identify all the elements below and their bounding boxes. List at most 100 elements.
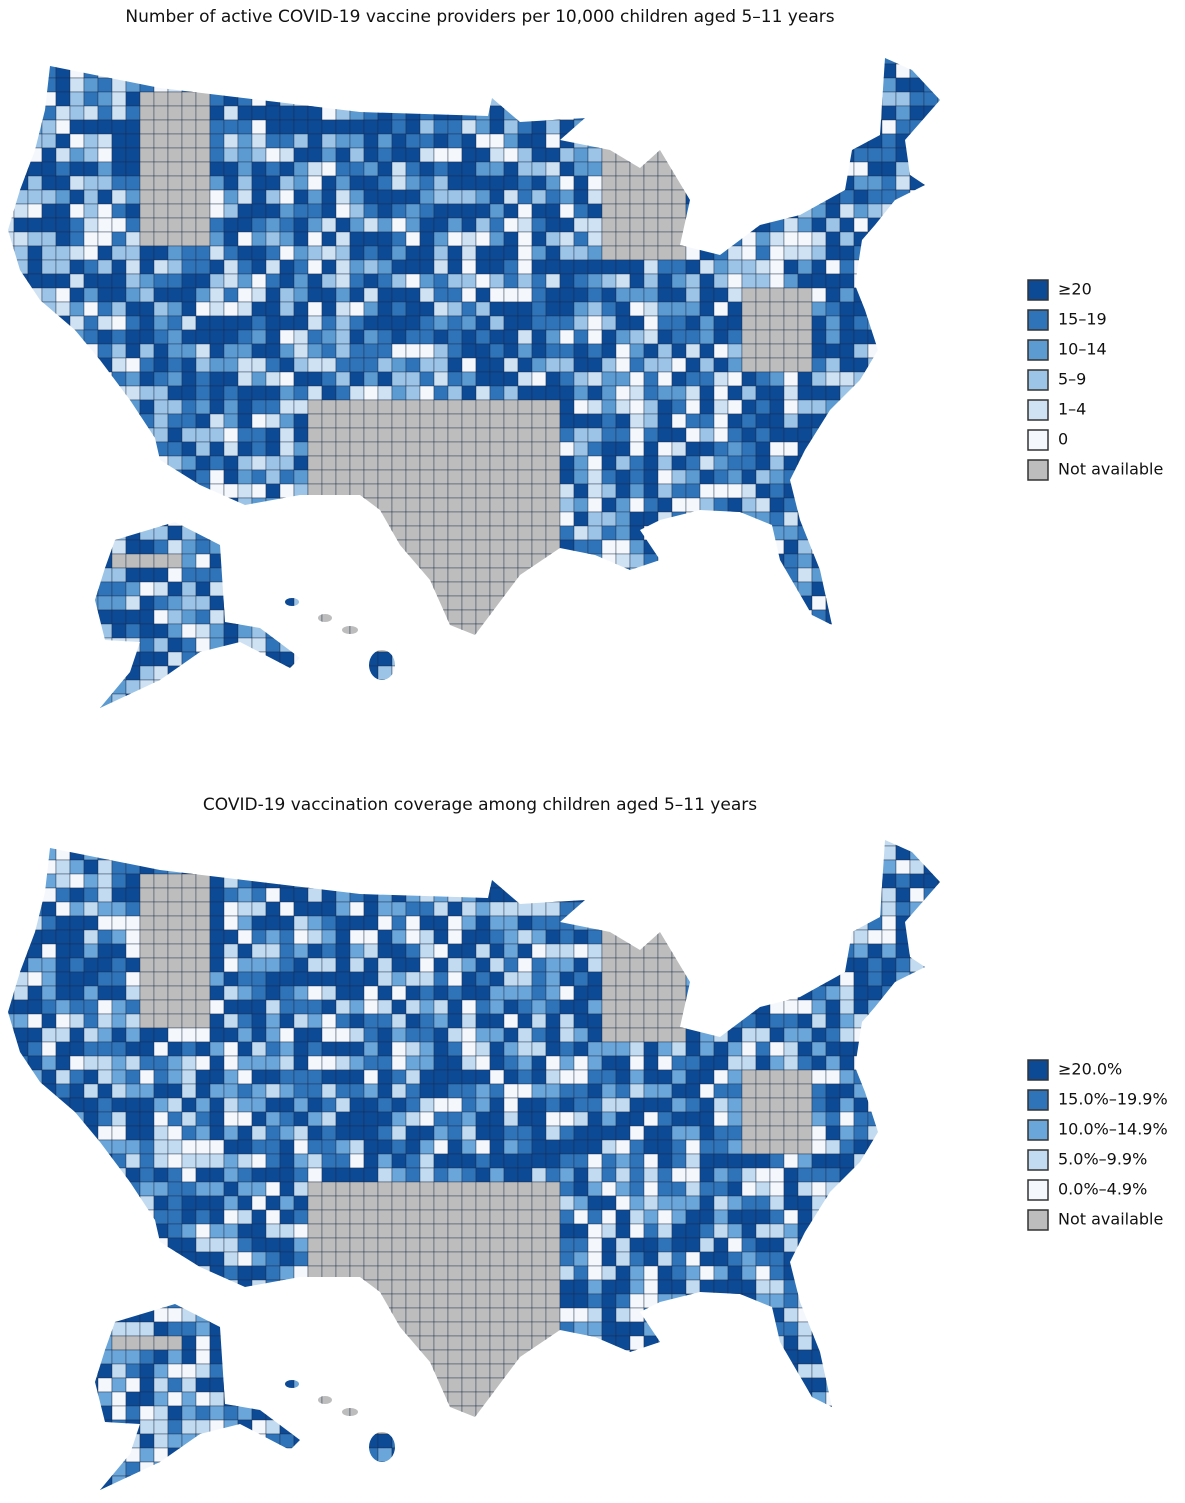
- county: [727, 707, 743, 708]
- county: [797, 651, 813, 667]
- county: [55, 245, 71, 261]
- county: [909, 301, 925, 317]
- county: [475, 873, 491, 889]
- county: [657, 231, 673, 247]
- county: [601, 901, 617, 917]
- county: [685, 105, 701, 121]
- county: [307, 651, 323, 667]
- county: [97, 175, 113, 191]
- county: [27, 915, 43, 931]
- county: [545, 161, 561, 177]
- county: [363, 873, 379, 889]
- county: [69, 315, 85, 331]
- county: [867, 105, 883, 121]
- county: [601, 91, 617, 107]
- county: [307, 1013, 323, 1029]
- county: [755, 637, 771, 653]
- county: [83, 441, 99, 457]
- county: [699, 595, 715, 611]
- county: [405, 273, 421, 289]
- county: [139, 1041, 155, 1057]
- county: [699, 63, 715, 79]
- county: [657, 1069, 673, 1085]
- county: [629, 840, 645, 847]
- county: [41, 609, 57, 625]
- county: [839, 679, 855, 695]
- county: [55, 133, 71, 149]
- county: [447, 665, 463, 681]
- county: [181, 1069, 197, 1085]
- county: [167, 1083, 183, 1099]
- county: [167, 63, 183, 79]
- county: [545, 1013, 561, 1029]
- county: [475, 943, 491, 959]
- county: [587, 497, 603, 513]
- county: [111, 441, 127, 457]
- county: [559, 901, 575, 917]
- county: [181, 595, 197, 611]
- county: [769, 929, 785, 945]
- county: [237, 525, 253, 541]
- county: [97, 259, 113, 275]
- county: [181, 175, 197, 191]
- county: [853, 455, 869, 471]
- county: [69, 971, 85, 987]
- county: [811, 217, 827, 233]
- county: [461, 1153, 477, 1169]
- county: [685, 943, 701, 959]
- county: [13, 357, 29, 373]
- county: [209, 1139, 225, 1155]
- county: [13, 189, 29, 205]
- county: [783, 1125, 799, 1141]
- county: [8, 957, 15, 973]
- county: [531, 915, 547, 931]
- county: [195, 427, 211, 443]
- county: [531, 1069, 547, 1085]
- county: [741, 693, 757, 708]
- county: [293, 859, 309, 875]
- county: [419, 175, 435, 191]
- county: [153, 525, 169, 541]
- county: [139, 1083, 155, 1099]
- county: [321, 497, 337, 513]
- county: [41, 1125, 57, 1141]
- county: [727, 329, 743, 345]
- county: [923, 971, 939, 987]
- county: [321, 873, 337, 889]
- county: [279, 1027, 295, 1043]
- county: [685, 469, 701, 485]
- county: [615, 469, 631, 485]
- county: [643, 1041, 659, 1057]
- county: [167, 693, 183, 708]
- county: [727, 189, 743, 205]
- county: [699, 957, 715, 973]
- county: [825, 595, 841, 611]
- county: [685, 413, 701, 429]
- county: [923, 609, 939, 625]
- county: [573, 273, 589, 289]
- county: [293, 413, 309, 429]
- county: [601, 119, 617, 135]
- county: [909, 1069, 925, 1085]
- county: [363, 567, 379, 583]
- county: [713, 845, 729, 861]
- county: [349, 1097, 365, 1113]
- county: [629, 915, 645, 931]
- county: [307, 1027, 323, 1043]
- county: [69, 497, 85, 513]
- county: [223, 315, 239, 331]
- county: [461, 287, 477, 303]
- county: [237, 203, 253, 219]
- county: [55, 511, 71, 527]
- county: [741, 58, 757, 65]
- county: [293, 259, 309, 275]
- county: [433, 1055, 449, 1071]
- county: [895, 245, 911, 261]
- county: [587, 567, 603, 583]
- county: [853, 175, 869, 191]
- county: [125, 231, 141, 247]
- county: [307, 1139, 323, 1155]
- county: [307, 637, 323, 653]
- county: [769, 91, 785, 107]
- county: [531, 469, 547, 485]
